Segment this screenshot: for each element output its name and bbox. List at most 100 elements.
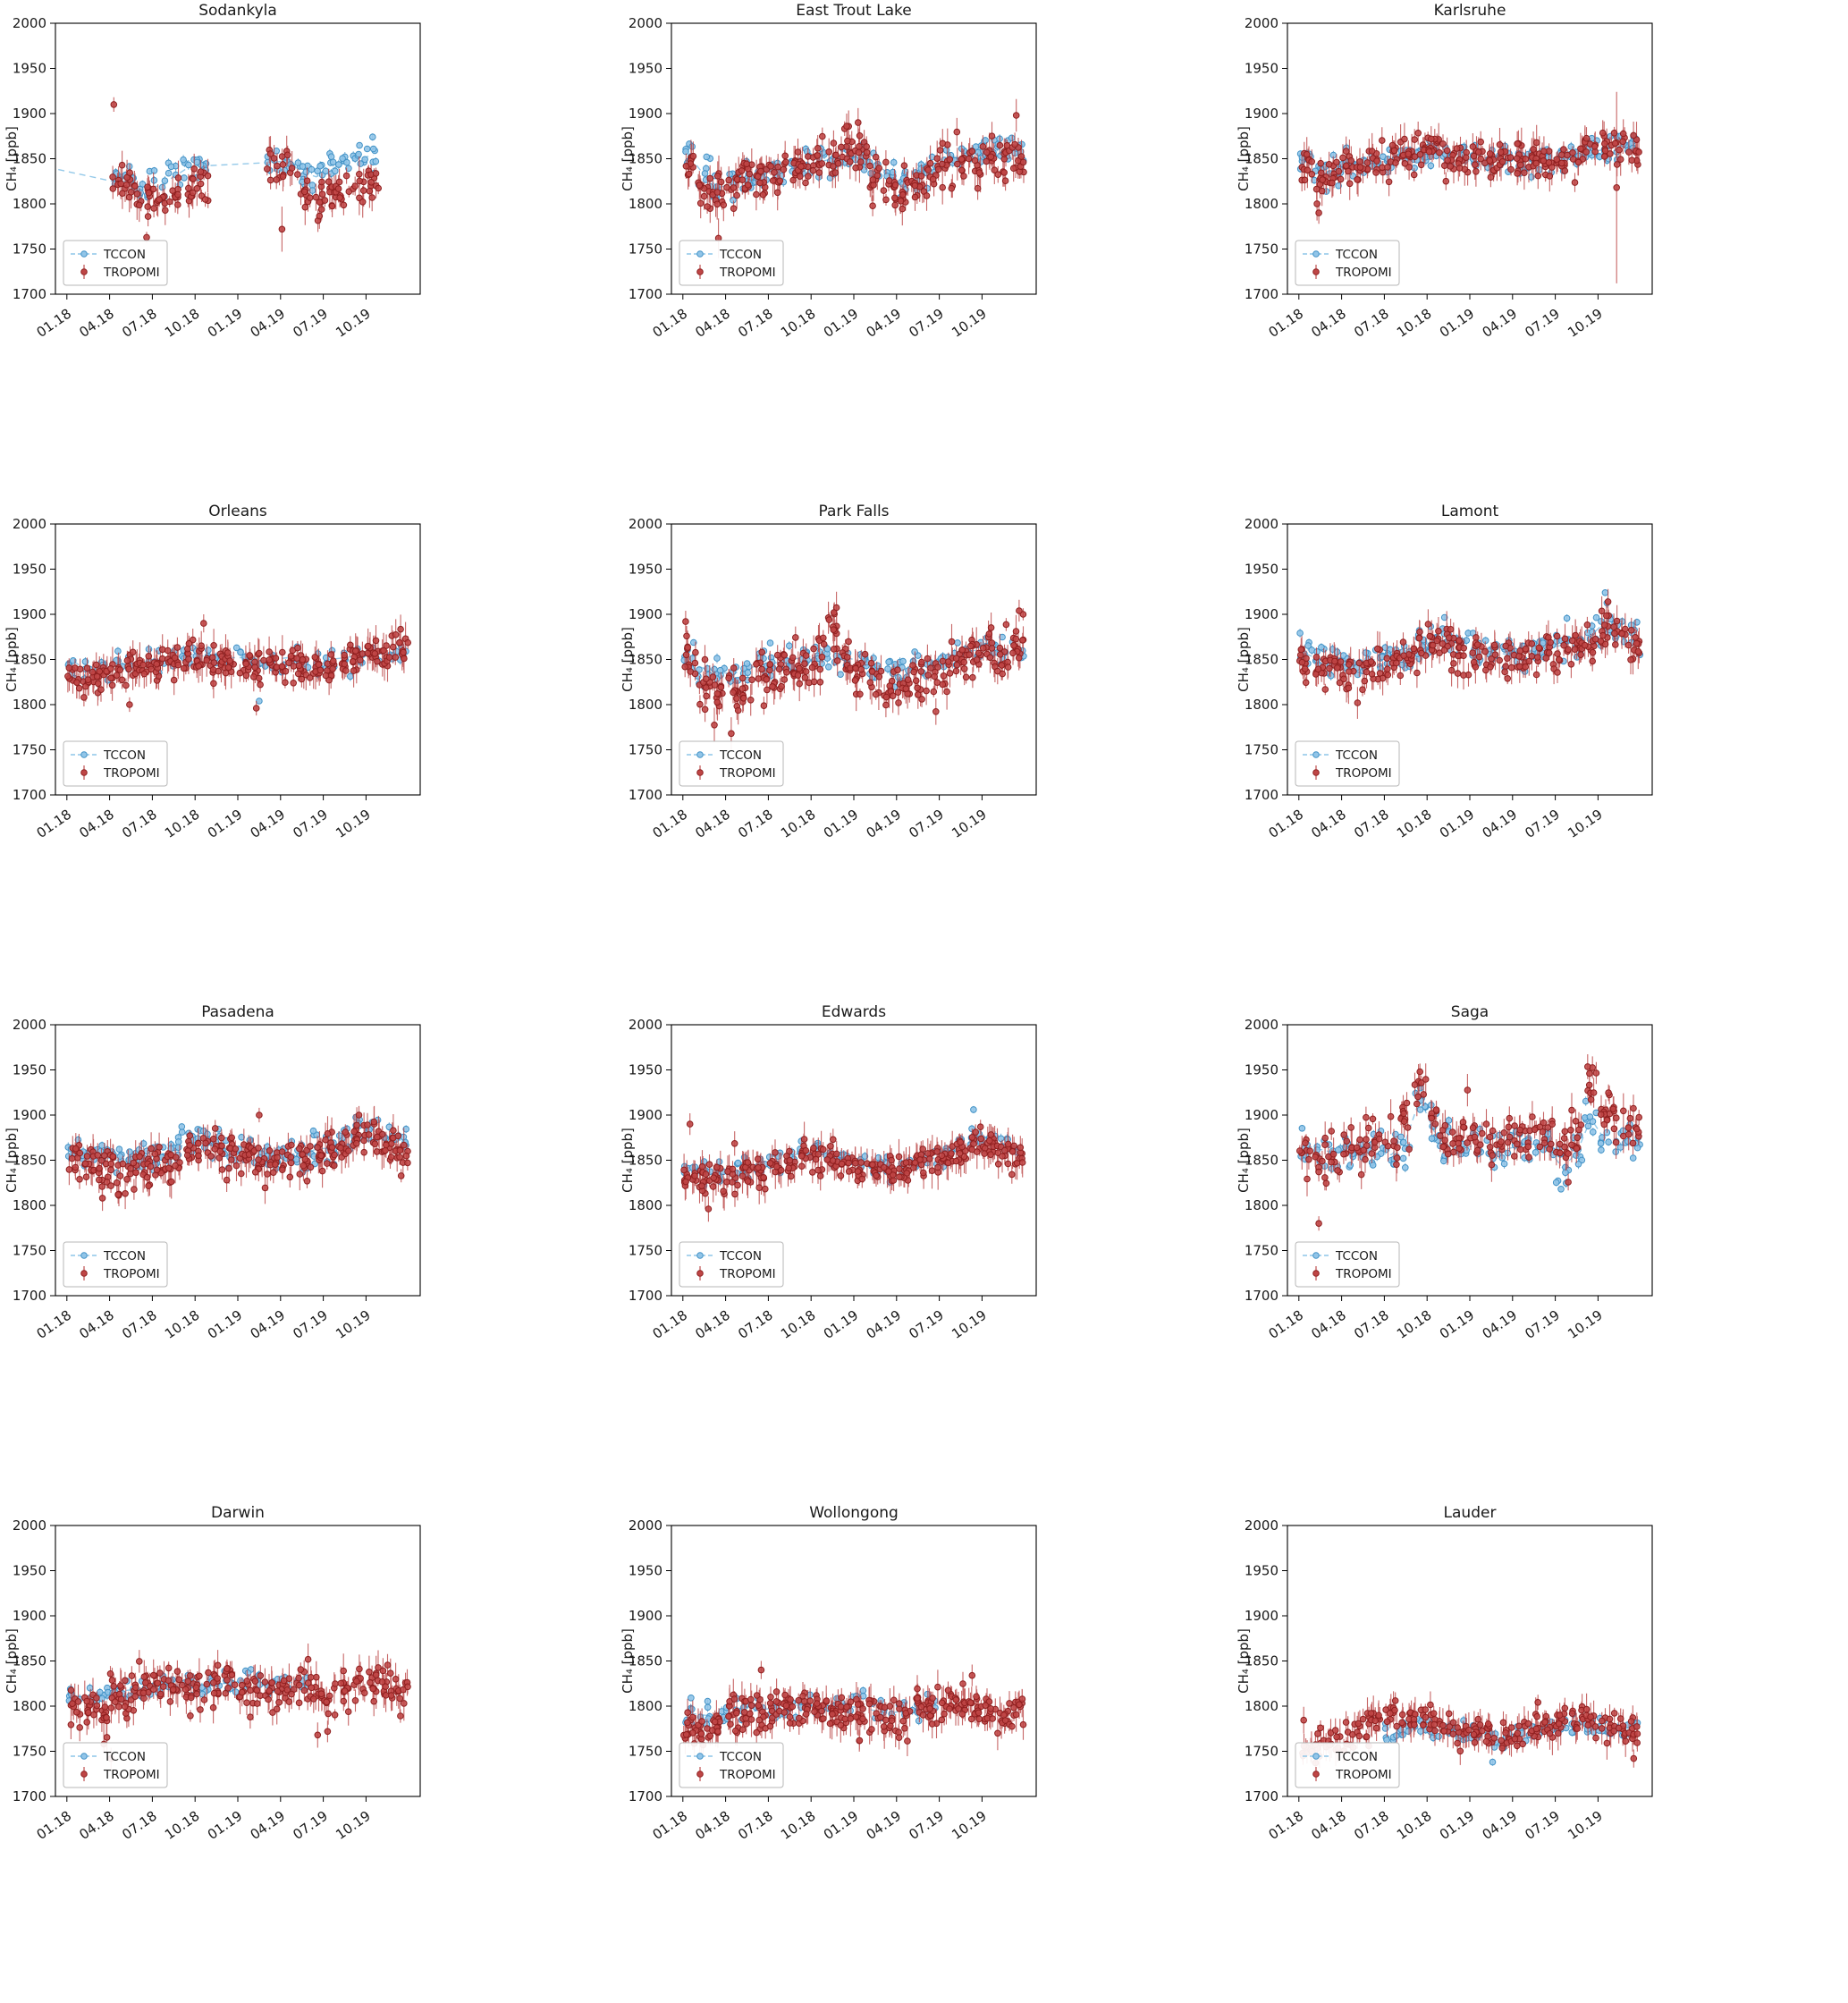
svg-text:1800: 1800 — [629, 1698, 662, 1714]
plot-title: Edwards — [822, 1003, 886, 1021]
svg-text:2000: 2000 — [629, 1517, 662, 1534]
svg-text:1700: 1700 — [13, 787, 46, 803]
svg-text:2000: 2000 — [13, 15, 46, 31]
chart-svg-sodankyla: Sodankyla1700175018001850190019502000CH₄… — [0, 0, 616, 501]
svg-text:1900: 1900 — [629, 106, 662, 122]
tccon-legend-label: TCCON — [1335, 1750, 1378, 1764]
svg-text:01.19: 01.19 — [205, 1808, 246, 1843]
svg-text:1700: 1700 — [629, 286, 662, 302]
svg-text:1800: 1800 — [1245, 697, 1278, 713]
plot-title: Karlsruhe — [1434, 2, 1506, 20]
svg-text:10.19: 10.19 — [949, 1808, 990, 1843]
plot-title: Pasadena — [201, 1003, 274, 1021]
svg-text:1950: 1950 — [13, 61, 46, 77]
tropomi-legend-marker — [81, 269, 88, 275]
tccon-legend-marker — [1313, 1754, 1320, 1760]
svg-text:1750: 1750 — [629, 742, 662, 758]
svg-text:1700: 1700 — [13, 1288, 46, 1304]
svg-text:07.18: 07.18 — [735, 1307, 776, 1342]
svg-text:2000: 2000 — [1245, 1017, 1278, 1033]
svg-text:1900: 1900 — [629, 1107, 662, 1123]
svg-text:01.19: 01.19 — [821, 1307, 862, 1342]
svg-text:07.18: 07.18 — [119, 1808, 160, 1843]
svg-text:10.18: 10.18 — [778, 1307, 819, 1342]
tccon-legend-label: TCCON — [1335, 748, 1378, 763]
svg-text:1700: 1700 — [1245, 787, 1278, 803]
svg-text:01.19: 01.19 — [1437, 1307, 1478, 1342]
plot-title: Darwin — [211, 1504, 265, 1522]
tropomi-legend-label: TROPOMI — [103, 1768, 160, 1782]
svg-text:10.19: 10.19 — [333, 807, 374, 841]
svg-text:1800: 1800 — [629, 196, 662, 212]
svg-text:04.19: 04.19 — [864, 1808, 905, 1843]
svg-text:04.19: 04.19 — [1480, 1307, 1521, 1342]
plot-title: Sodankyla — [198, 2, 277, 20]
svg-text:01.19: 01.19 — [821, 807, 862, 841]
svg-text:01.18: 01.18 — [1266, 1307, 1307, 1342]
tccon-legend-label: TCCON — [103, 748, 146, 763]
svg-text:01.19: 01.19 — [821, 1808, 862, 1843]
svg-text:2000: 2000 — [13, 516, 46, 532]
svg-text:1900: 1900 — [13, 606, 46, 622]
y-axis-label: CH₄ [ppb] — [1236, 1128, 1252, 1193]
tropomi-legend-marker — [697, 770, 704, 776]
chart-svg-karlsruhe: Karlsruhe1700175018001850190019502000CH₄… — [1232, 0, 1848, 501]
tropomi-legend-marker — [81, 770, 88, 776]
tccon-legend-label: TCCON — [103, 1750, 146, 1764]
tccon-legend-label: TCCON — [103, 248, 146, 262]
svg-text:10.19: 10.19 — [949, 807, 990, 841]
tropomi-series — [1297, 1054, 1642, 1230]
tropomi-legend-label: TROPOMI — [719, 1267, 776, 1281]
tropomi-legend-marker — [1313, 1771, 1320, 1778]
svg-text:04.19: 04.19 — [1480, 807, 1521, 841]
tropomi-legend-label: TROPOMI — [719, 266, 776, 280]
tropomi-series — [1297, 589, 1642, 719]
tccon-legend-label: TCCON — [1335, 1249, 1378, 1263]
svg-text:1800: 1800 — [13, 697, 46, 713]
svg-text:1750: 1750 — [1245, 241, 1278, 258]
svg-text:07.19: 07.19 — [290, 1307, 331, 1342]
svg-text:1900: 1900 — [1245, 606, 1278, 622]
svg-text:1700: 1700 — [1245, 286, 1278, 302]
svg-text:1950: 1950 — [629, 1062, 662, 1078]
tccon-legend-label: TCCON — [719, 1750, 762, 1764]
svg-text:04.18: 04.18 — [692, 807, 733, 841]
svg-text:1750: 1750 — [13, 1744, 46, 1760]
svg-text:07.19: 07.19 — [1522, 1307, 1563, 1342]
svg-text:1950: 1950 — [629, 562, 662, 578]
svg-text:10.18: 10.18 — [778, 1808, 819, 1843]
svg-text:07.19: 07.19 — [906, 306, 947, 341]
svg-text:1800: 1800 — [629, 1197, 662, 1213]
plot-title: Lauder — [1444, 1504, 1497, 1522]
svg-text:04.18: 04.18 — [76, 1307, 117, 1342]
svg-text:01.18: 01.18 — [650, 1307, 691, 1342]
svg-text:01.18: 01.18 — [1266, 807, 1307, 841]
svg-text:04.19: 04.19 — [248, 1808, 289, 1843]
svg-text:04.19: 04.19 — [248, 306, 289, 341]
svg-text:07.18: 07.18 — [1351, 1307, 1392, 1342]
svg-text:07.19: 07.19 — [1522, 306, 1563, 341]
y-axis-label: CH₄ [ppb] — [620, 126, 636, 191]
svg-text:1750: 1750 — [13, 1243, 46, 1259]
svg-text:04.18: 04.18 — [692, 1808, 733, 1843]
tropomi-series — [683, 99, 1026, 258]
svg-text:10.18: 10.18 — [1394, 807, 1435, 841]
